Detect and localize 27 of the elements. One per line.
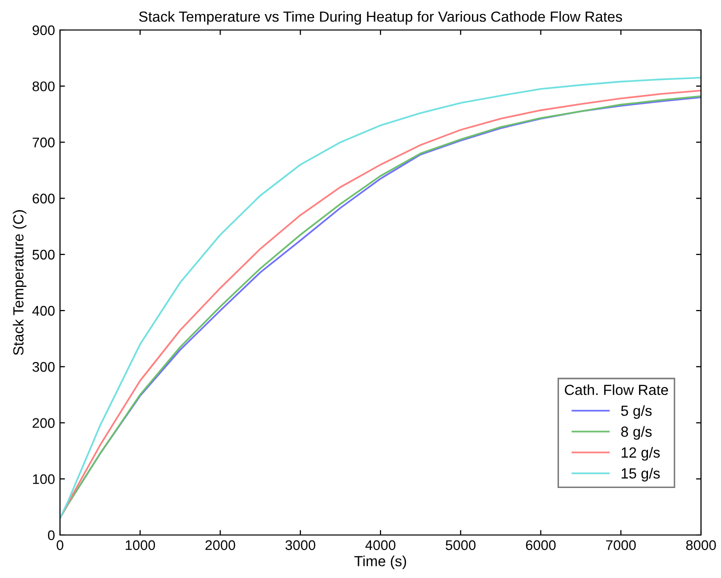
chart-title: Stack Temperature vs Time During Heatup for Various Cathode Flow Rates — [139, 11, 622, 25]
x-tick-label: 6000 — [526, 540, 556, 550]
y-tick-label: 0 — [48, 530, 55, 540]
y-tick-label: 400 — [32, 306, 55, 316]
x-tick-label: 3000 — [285, 540, 316, 550]
legend-title: Cath. Flow Rate — [564, 384, 668, 396]
y-tick-label: 700 — [32, 138, 55, 148]
x-tick-label: 2000 — [206, 540, 236, 550]
legend-label: 8 g/s — [621, 426, 652, 440]
x-tick-label: 0 — [56, 540, 64, 550]
legend-label: 15 g/s — [622, 468, 660, 482]
y-tick-label: 100 — [33, 474, 55, 484]
y-tick-label: 300 — [32, 362, 55, 372]
y-tick-label: 900 — [32, 25, 55, 36]
x-tick-label: 4000 — [365, 540, 396, 550]
x-tick-label: 7000 — [606, 540, 636, 550]
x-tick-label: 5000 — [446, 540, 476, 550]
y-tick-label: 600 — [32, 194, 55, 204]
x-tick-label: 1000 — [126, 540, 156, 550]
x-tick-label: 8000 — [686, 540, 716, 550]
x-axis-title: Time (s) — [354, 556, 406, 570]
y-axis-title: Stack Temperature (C) — [12, 210, 26, 356]
y-tick-label: 800 — [32, 81, 55, 92]
legend-label: 12 g/s — [622, 446, 660, 461]
y-tick-label: 500 — [32, 250, 55, 260]
y-tick-label: 200 — [32, 418, 55, 428]
legend-label: 5 g/s — [621, 405, 652, 419]
